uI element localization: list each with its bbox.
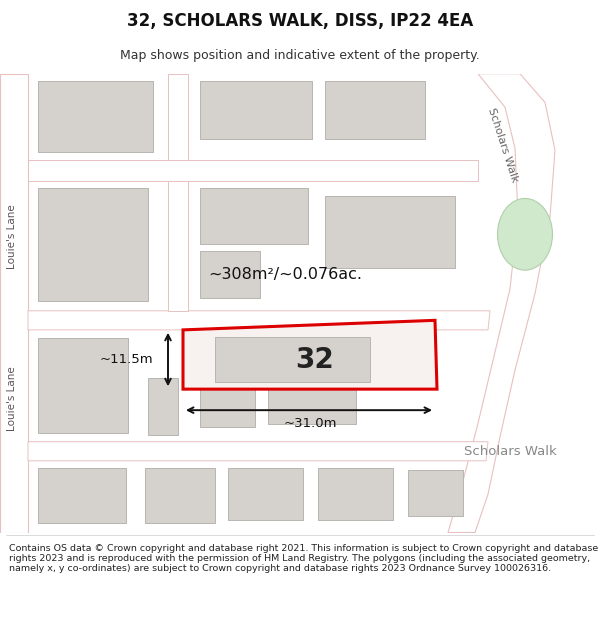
Bar [408,471,463,516]
Text: ~308m²/~0.076ac.: ~308m²/~0.076ac. [208,267,362,282]
Bar [38,189,148,301]
Bar [38,81,153,152]
Text: Louie's Lane: Louie's Lane [7,204,17,269]
Text: 32: 32 [296,346,334,374]
Text: 32, SCHOLARS WALK, DISS, IP22 4EA: 32, SCHOLARS WALK, DISS, IP22 4EA [127,12,473,29]
Text: Scholars Walk: Scholars Walk [464,445,556,458]
Text: Louie's Lane: Louie's Lane [7,366,17,431]
Bar [325,196,455,268]
Polygon shape [183,321,437,389]
Bar [318,468,393,520]
Polygon shape [28,442,488,461]
Bar [200,361,255,428]
Text: ~31.0m: ~31.0m [283,417,337,430]
Text: Map shows position and indicative extent of the property.: Map shows position and indicative extent… [120,49,480,62]
Text: Contains OS data © Crown copyright and database right 2021. This information is : Contains OS data © Crown copyright and d… [9,544,598,573]
Bar [200,81,312,139]
Polygon shape [168,181,188,311]
Bar [215,337,370,382]
Bar [200,251,260,298]
Bar [228,468,303,520]
Text: ~11.5m: ~11.5m [100,353,153,366]
Polygon shape [448,74,555,532]
Bar [148,378,178,435]
Bar [145,468,215,523]
Bar [38,468,126,523]
Bar [325,81,425,139]
Polygon shape [28,160,478,181]
Polygon shape [0,74,28,532]
Polygon shape [28,311,490,330]
Bar [268,366,356,424]
Polygon shape [168,74,188,160]
Bar [200,189,308,244]
Text: Scholars Walk: Scholars Walk [486,107,520,184]
Ellipse shape [497,199,553,270]
Bar [38,338,128,433]
